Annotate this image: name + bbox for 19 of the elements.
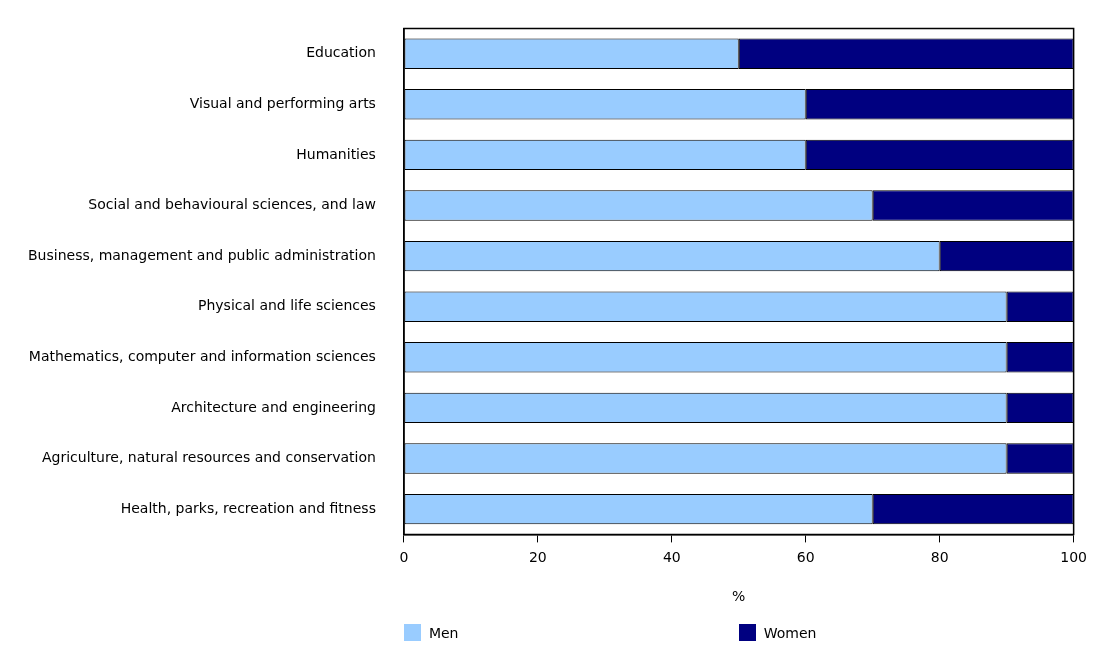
- y-tick-label: Health, parks, recreation and fitness: [120, 499, 376, 516]
- x-tick-label: 40: [662, 549, 681, 566]
- y-tick-label: Humanities: [296, 145, 376, 162]
- x-tick-label: 100: [1060, 549, 1088, 566]
- legend-label: Women: [763, 624, 817, 641]
- y-tick-label: Physical and life sciences: [197, 297, 376, 314]
- x-tick-label: 20: [528, 549, 547, 566]
- y-tick-label: Architecture and engineering: [171, 398, 376, 415]
- x-tick-label: 60: [796, 549, 815, 566]
- y-tick-label: Social and behavioural sciences, and law: [88, 196, 376, 213]
- x-axis-title: %: [732, 588, 746, 605]
- x-tick-label: 80: [930, 549, 949, 566]
- y-tick-label: Agriculture, natural resources and conservation: [41, 449, 376, 466]
- y-tick-label: Mathematics, computer and information sciences: [28, 347, 376, 364]
- y-tick-label: Visual and performing arts: [189, 94, 376, 111]
- legend-label: Men: [428, 624, 459, 641]
- y-tick-label: Business, management and public administration: [28, 246, 376, 263]
- y-tick-label: Education: [306, 44, 376, 61]
- x-tick-label: 0: [399, 549, 409, 566]
